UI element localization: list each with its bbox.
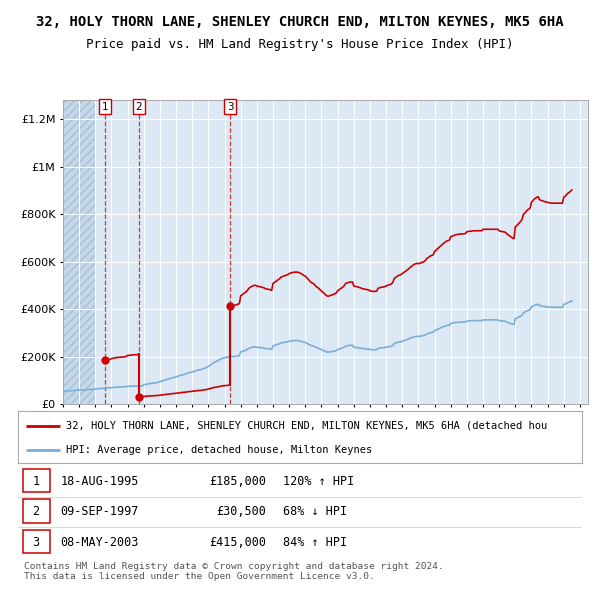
Bar (23, 468, 50, 492)
Text: 32, HOLY THORN LANE, SHENLEY CHURCH END, MILTON KEYNES, MK5 6HA (detached hou: 32, HOLY THORN LANE, SHENLEY CHURCH END,… (66, 421, 547, 431)
Text: 68% ↓ HPI: 68% ↓ HPI (283, 505, 347, 519)
Text: Contains HM Land Registry data © Crown copyright and database right 2024.
This d: Contains HM Land Registry data © Crown c… (24, 562, 444, 581)
Text: 32, HOLY THORN LANE, SHENLEY CHURCH END, MILTON KEYNES, MK5 6HA: 32, HOLY THORN LANE, SHENLEY CHURCH END,… (36, 15, 564, 29)
Text: £185,000: £185,000 (209, 475, 266, 488)
Text: £30,500: £30,500 (216, 505, 266, 519)
Text: 3: 3 (32, 536, 40, 549)
Text: 120% ↑ HPI: 120% ↑ HPI (283, 475, 355, 488)
Bar (23, 529, 50, 553)
Text: 3: 3 (227, 102, 233, 112)
Text: HPI: Average price, detached house, Milton Keynes: HPI: Average price, detached house, Milt… (66, 445, 372, 455)
Text: 18-AUG-1995: 18-AUG-1995 (60, 475, 139, 488)
Text: 2: 2 (32, 505, 40, 519)
Bar (23, 499, 50, 523)
Text: 1: 1 (32, 475, 40, 488)
Text: 09-SEP-1997: 09-SEP-1997 (60, 505, 139, 519)
Bar (63, 100, 95, 404)
Text: £415,000: £415,000 (209, 536, 266, 549)
Text: 2: 2 (136, 102, 142, 112)
Text: 08-MAY-2003: 08-MAY-2003 (60, 536, 139, 549)
Text: 84% ↑ HPI: 84% ↑ HPI (283, 536, 347, 549)
Text: 1: 1 (102, 102, 109, 112)
Text: Price paid vs. HM Land Registry's House Price Index (HPI): Price paid vs. HM Land Registry's House … (86, 38, 514, 51)
